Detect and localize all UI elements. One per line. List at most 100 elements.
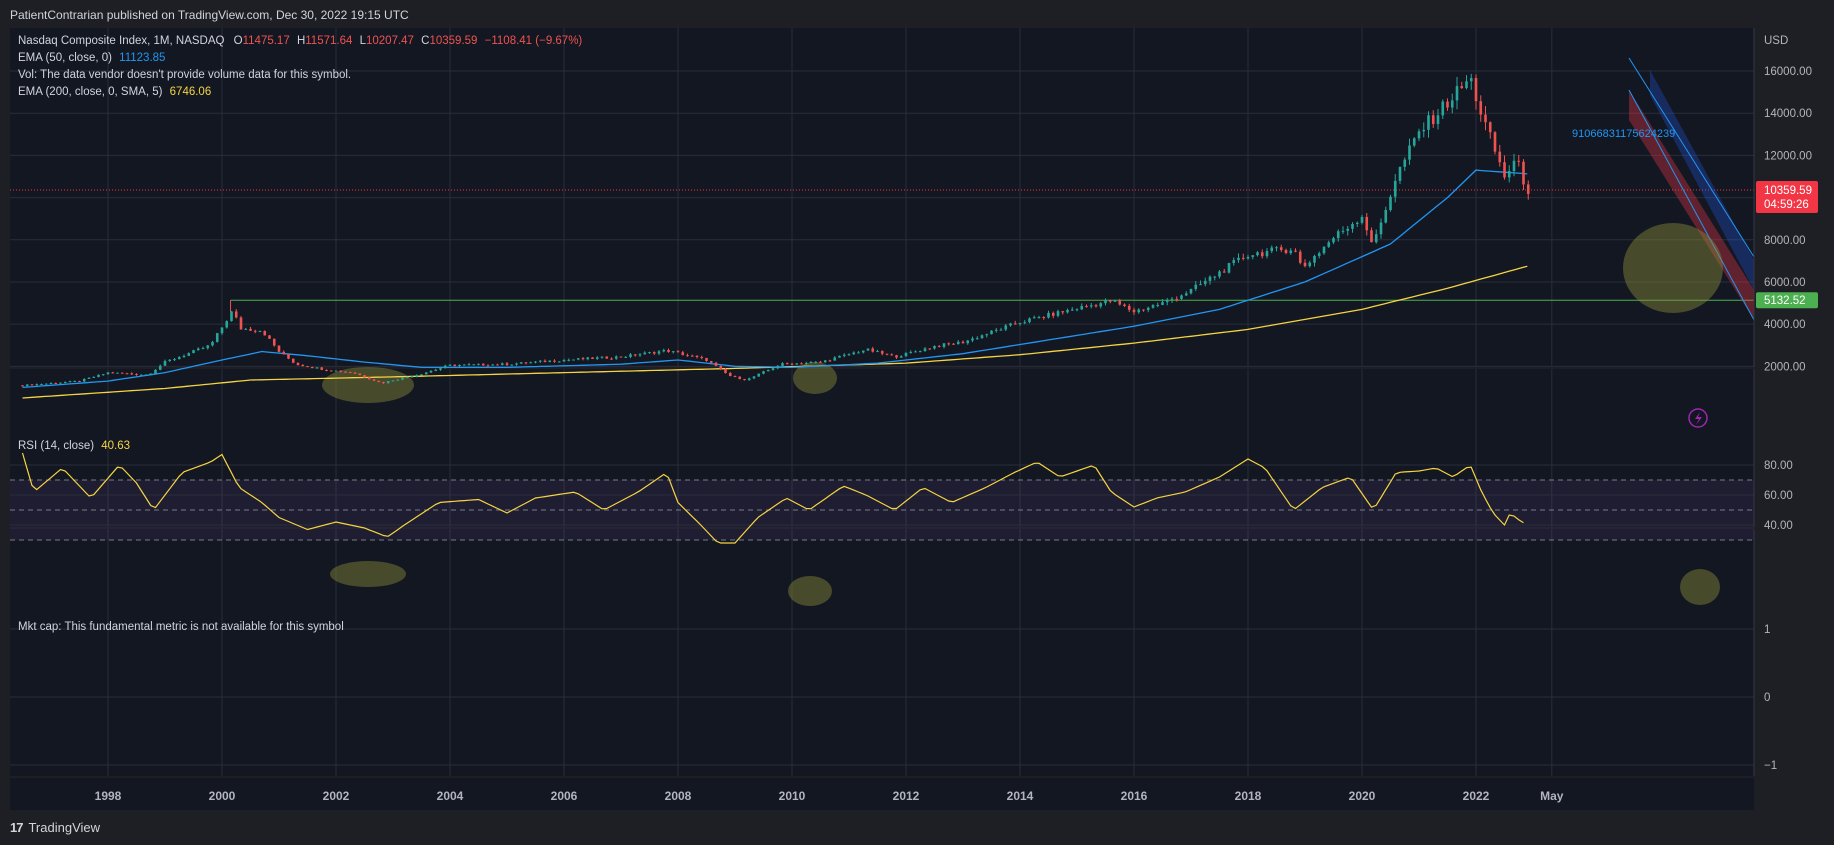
candle-body bbox=[999, 329, 1003, 331]
highlight-ellipse bbox=[793, 362, 837, 394]
candle-body bbox=[111, 372, 115, 374]
x-tick-label: 2016 bbox=[1121, 789, 1148, 803]
candle-body bbox=[847, 354, 851, 356]
candle-body bbox=[610, 358, 613, 360]
candle-body bbox=[1308, 262, 1312, 267]
candle-body bbox=[776, 365, 780, 369]
close-label: C bbox=[421, 35, 430, 47]
candle-body bbox=[572, 359, 575, 361]
candle-body bbox=[505, 363, 509, 366]
candle-body bbox=[491, 364, 495, 366]
candle-body bbox=[557, 361, 561, 363]
last-price-badge bbox=[1756, 180, 1818, 213]
candle-body bbox=[705, 357, 708, 361]
candle-body bbox=[1479, 101, 1483, 115]
candle-body bbox=[1512, 160, 1516, 172]
candle-body bbox=[975, 338, 979, 340]
candle-body bbox=[272, 338, 276, 346]
candle-body bbox=[629, 354, 632, 357]
candle-body bbox=[1047, 312, 1050, 318]
candle-body bbox=[1522, 161, 1525, 185]
candle-body bbox=[1194, 284, 1198, 289]
candle-body bbox=[263, 331, 267, 336]
candle-body bbox=[453, 364, 457, 366]
candle-body bbox=[30, 384, 34, 386]
candle-body bbox=[909, 351, 913, 353]
grid-lines bbox=[10, 28, 1754, 776]
candle-body bbox=[876, 351, 879, 353]
candle-body bbox=[1004, 325, 1008, 330]
candle-body bbox=[35, 384, 39, 386]
candle-body bbox=[291, 358, 295, 363]
candle-body bbox=[1298, 251, 1302, 263]
rsi-highlight-ellipse bbox=[788, 576, 832, 606]
candle-body bbox=[633, 354, 637, 356]
candle-body bbox=[771, 368, 775, 370]
candle-body bbox=[215, 333, 219, 342]
ema200-label: EMA (200, close, 0, SMA, 5) bbox=[18, 86, 163, 98]
candle-body bbox=[838, 355, 841, 358]
candle-body bbox=[1256, 252, 1259, 256]
mktcap-legend[interactable]: Mkt cap: This fundamental metric is not … bbox=[18, 619, 344, 636]
candle-body bbox=[567, 359, 571, 361]
x-tick-label: 2022 bbox=[1463, 789, 1490, 803]
candle-body bbox=[971, 338, 974, 341]
candle-body bbox=[1104, 300, 1107, 304]
tradingview-brand: TradingView bbox=[28, 820, 101, 835]
candle-body bbox=[434, 369, 438, 371]
volume-note-row[interactable]: Vol: The data vendor doesn't provide vol… bbox=[18, 67, 582, 84]
candle-body bbox=[1498, 151, 1502, 163]
candle-body bbox=[1275, 247, 1278, 249]
x-tick-label: 2010 bbox=[779, 789, 806, 803]
candle-body bbox=[424, 372, 428, 375]
candle-body bbox=[852, 352, 856, 355]
rsi-pane[interactable] bbox=[10, 369, 1754, 527]
candle-body bbox=[861, 350, 865, 353]
candle-body bbox=[334, 370, 338, 372]
candle-body bbox=[1332, 238, 1335, 243]
candle-body bbox=[1441, 101, 1445, 116]
candle-body bbox=[1279, 247, 1283, 250]
change-value: −1108.41 (−9.67%) bbox=[484, 35, 583, 47]
rsi-legend[interactable]: RSI (14, close) 40.63 bbox=[18, 438, 130, 455]
candle-body bbox=[1360, 216, 1364, 223]
candle-body bbox=[363, 375, 366, 378]
tradingview-logo[interactable]: 17 TradingView bbox=[10, 820, 100, 835]
ema200-row[interactable]: EMA (200, close, 0, SMA, 5) 6746.06 bbox=[18, 84, 582, 101]
candle-body bbox=[667, 349, 670, 352]
candle-body bbox=[1089, 305, 1093, 307]
low-value: 10207.47 bbox=[365, 35, 414, 47]
candle-body bbox=[1237, 257, 1240, 261]
candle-body bbox=[676, 351, 680, 353]
candle-body bbox=[1032, 317, 1036, 319]
price-tick-label: 12000.00 bbox=[1764, 150, 1812, 162]
candle-body bbox=[443, 365, 447, 369]
candle-body bbox=[301, 364, 305, 367]
candle-body bbox=[1075, 309, 1079, 311]
candle-body bbox=[244, 328, 248, 330]
candle-body bbox=[543, 360, 547, 363]
candle-body bbox=[120, 372, 124, 374]
candle-body bbox=[1493, 132, 1497, 152]
candle-body bbox=[1009, 323, 1012, 326]
time-axis[interactable] bbox=[10, 778, 1754, 810]
candle-body bbox=[1408, 145, 1411, 160]
ema50-row[interactable]: EMA (50, close, 0) 11123.85 bbox=[18, 50, 582, 67]
candle-body bbox=[268, 335, 271, 339]
candle-body bbox=[1180, 295, 1183, 299]
candle-body bbox=[472, 364, 476, 366]
candle-body bbox=[1037, 317, 1041, 319]
candle-body bbox=[177, 357, 181, 360]
candle-body bbox=[1317, 253, 1321, 256]
candle-body bbox=[97, 374, 100, 377]
candle-body bbox=[529, 362, 533, 364]
candle-body bbox=[890, 354, 894, 356]
candle-body bbox=[1393, 180, 1397, 197]
candle-body bbox=[1265, 251, 1269, 257]
candle-body bbox=[1384, 210, 1388, 223]
ema50-line bbox=[22, 169, 1528, 389]
symbol-title[interactable]: Nasdaq Composite Index, 1M, NASDAQ bbox=[18, 35, 225, 47]
candle-body bbox=[966, 340, 970, 344]
mktcap-pane[interactable] bbox=[10, 529, 1754, 776]
